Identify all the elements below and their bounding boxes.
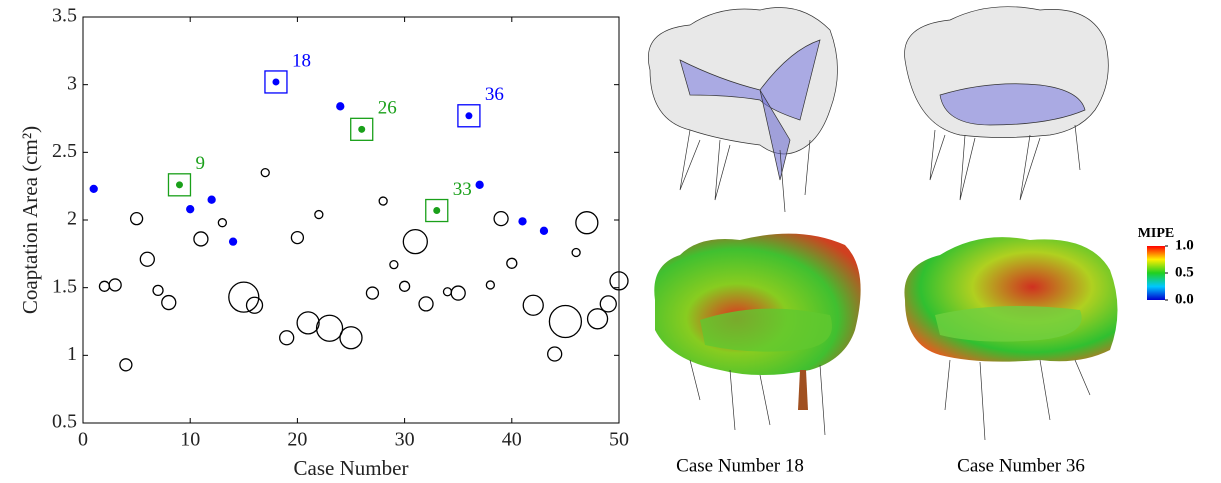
point [400,281,410,291]
point [162,296,176,310]
colorbar-tick-label: 0.0 [1175,291,1194,307]
y-tick-label: 1 [67,343,77,365]
colorbar-tick-label: 1.0 [1175,237,1194,253]
highlight-point [465,112,472,119]
highlight-label: 36 [485,84,504,105]
point [572,248,580,256]
point [337,103,344,110]
point [476,181,483,188]
highlight-label: 26 [378,98,397,119]
point [379,197,387,205]
point [291,232,303,244]
point [187,206,194,213]
render-bottom-right [904,237,1117,440]
x-tick-label: 20 [287,429,307,451]
point [600,296,616,312]
point [109,279,121,291]
point [194,232,208,246]
plot: 0.5 1 1.5 2 2.5 3 3.5 0 10 20 30 40 50 Case Number Coa… [18,5,629,480]
render-top-right [905,7,1109,200]
y-tick-label: 3.5 [52,5,77,27]
point [390,261,398,269]
x-axis-label: Case Number [294,456,409,480]
point [140,252,154,266]
y-tick-label: 1.5 [52,275,77,297]
y-tick-label: 0.5 [52,411,77,433]
point [548,347,562,361]
point [90,185,97,192]
point [588,309,608,329]
point [576,212,598,234]
x-tick-label: 30 [395,429,415,451]
colorbar-title: MIPE [1138,226,1175,241]
point [280,331,294,345]
point [153,285,163,295]
highlight-point [433,207,440,214]
point [419,297,433,311]
point [315,211,323,219]
point [507,258,517,268]
point [549,306,581,338]
point [443,288,451,296]
y-tick-label: 2.5 [52,140,77,162]
x-tick-label: 40 [502,429,522,451]
figure: 0.5 1 1.5 2 2.5 3 3.5 0 10 20 30 40 50 Case Number Coa… [0,0,1221,483]
render-bottom-left [654,234,860,435]
x-tick-label: 50 [609,429,629,451]
point [340,327,362,349]
point [261,169,269,177]
point [486,281,494,289]
point [519,218,526,225]
y-axis-label: Coaptation Area (cm²) [18,126,42,314]
point [99,281,109,291]
highlight-point [358,126,365,133]
x-tick-label: 0 [78,429,88,451]
point [317,315,343,341]
point [366,287,378,299]
point [230,238,237,245]
highlight-point [272,78,279,85]
colorbar [1147,246,1165,300]
point [120,359,132,371]
y-tick-label: 2 [67,208,77,230]
x-tick-label: 10 [180,429,200,451]
caption: Case Number 36 [957,455,1085,476]
y-tick-label: 3 [67,72,77,94]
highlight-label: 33 [453,179,472,200]
point [403,230,427,254]
highlight-label: 9 [195,153,205,174]
point [247,297,263,313]
colorbar-tick-label: 0.5 [1175,264,1194,280]
render-top-left [648,8,837,213]
plot-frame [83,17,619,423]
point [494,212,508,226]
point [540,227,547,234]
point [451,286,465,300]
point [523,295,543,315]
highlight-label: 18 [292,50,311,71]
point [218,219,226,227]
point [297,312,319,334]
point [208,196,215,203]
point [131,213,143,225]
caption: Case Number 18 [676,455,804,476]
highlight-point [176,181,183,188]
